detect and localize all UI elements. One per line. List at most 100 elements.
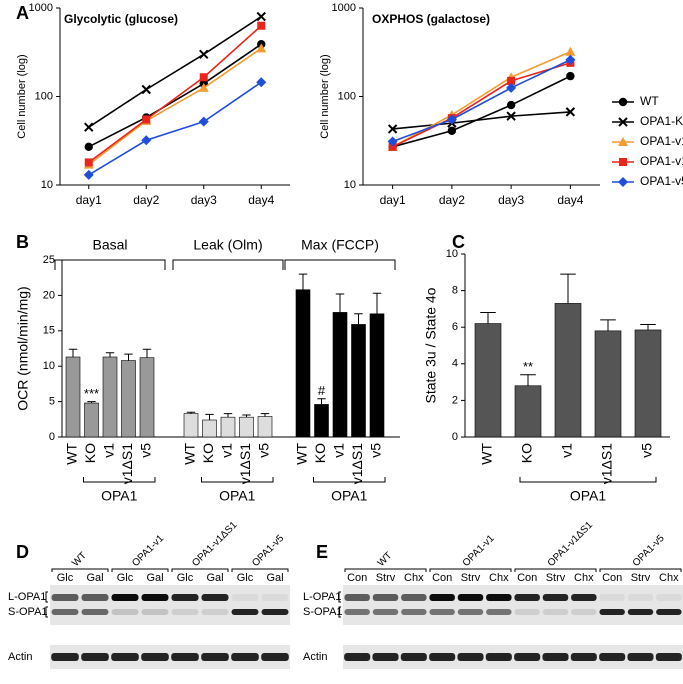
band: [571, 594, 597, 601]
lane-label: Gal: [266, 572, 283, 584]
y-tick-label: 100: [35, 90, 53, 102]
band: [51, 653, 79, 661]
row-bracket: [45, 591, 48, 603]
chart-title: Glycolytic (glucose): [64, 12, 178, 26]
lane-bracket: [51, 568, 109, 572]
bar: [295, 289, 311, 438]
bar: [121, 360, 136, 438]
band: [429, 653, 456, 661]
lane-bracket: [171, 568, 229, 572]
group-label: WT: [70, 550, 89, 569]
y-tick-label: 100: [338, 90, 356, 102]
marker: [84, 158, 93, 167]
group-bracket: [172, 259, 284, 270]
error-bar: [223, 413, 233, 418]
x-tick-label: day4: [557, 193, 583, 207]
band: [457, 594, 484, 601]
band: [599, 609, 625, 615]
error-bar: [142, 348, 152, 358]
lane-label: Glc: [237, 572, 254, 584]
bar: [257, 416, 273, 438]
lane-label: Con: [602, 572, 622, 584]
error-bar: [260, 413, 270, 417]
error-bar: [68, 348, 78, 357]
band: [599, 594, 625, 601]
band: [171, 594, 199, 601]
band: [655, 653, 682, 661]
lane-label: Chx: [659, 572, 679, 584]
band: [400, 653, 427, 661]
x-tick-label: v1: [101, 443, 117, 458]
y-tick-label: 0: [452, 431, 458, 443]
group-bracket: [83, 477, 156, 483]
band: [231, 609, 259, 615]
band: [81, 594, 109, 601]
series-line: [88, 25, 262, 164]
band: [627, 653, 654, 661]
bar: [220, 416, 236, 438]
bar: [474, 323, 502, 438]
y-axis-label: Cell number (log): [319, 54, 331, 138]
lane-label: Con: [432, 572, 452, 584]
marker: [84, 122, 94, 132]
y-tick-label: 8: [452, 285, 458, 297]
x-tick-label: v5: [256, 443, 272, 458]
row-bracket: [338, 591, 341, 603]
legend-label: OPA1-v1: [640, 134, 683, 148]
lane-label: Chx: [489, 572, 509, 584]
x-tick-label: v5: [639, 443, 655, 458]
marker: [256, 77, 267, 88]
band: [344, 653, 371, 661]
marker: [619, 158, 627, 166]
band: [261, 594, 289, 601]
error-bar: [640, 323, 656, 330]
x-tick-label: day2: [439, 193, 465, 207]
annotation: #: [318, 383, 326, 398]
band: [429, 609, 455, 615]
marker: [446, 114, 457, 125]
group-label: Max (FCCP): [301, 237, 379, 253]
marker: [142, 115, 151, 124]
band: [401, 594, 427, 601]
panel-label: E: [316, 542, 328, 562]
band: [570, 653, 597, 661]
x-tick-label: KO: [312, 443, 328, 463]
x-tick-label: v1ΔS1: [119, 443, 135, 484]
band: [171, 609, 199, 615]
lane-label: Chx: [404, 572, 424, 584]
error-bar: [317, 398, 326, 405]
band: [201, 653, 229, 661]
row-label: L-OPA1: [303, 591, 341, 603]
y-tick-label: 20: [43, 289, 55, 301]
marker: [506, 100, 516, 110]
bar: [139, 357, 155, 438]
x-tick-label: day1: [76, 193, 102, 207]
marker: [565, 46, 576, 56]
band: [344, 609, 370, 615]
series-line: [392, 111, 571, 130]
lane-label: Glc: [117, 572, 134, 584]
y-tick-label: 6: [452, 321, 458, 333]
blot: [343, 645, 683, 669]
band: [111, 594, 139, 601]
marker: [84, 142, 93, 152]
error-bar: [87, 401, 96, 404]
marker: [141, 84, 151, 95]
band: [141, 594, 169, 601]
band: [51, 594, 79, 601]
band: [201, 594, 229, 601]
x-tick-label: day2: [133, 193, 159, 207]
lane-bracket: [429, 568, 512, 572]
group-bracket: [54, 259, 166, 270]
bar: [634, 329, 662, 438]
y-tick-label: 10: [344, 179, 356, 191]
group-label: WT: [376, 550, 395, 569]
lane-label: Strv: [546, 572, 566, 584]
series-line: [88, 47, 262, 166]
marker: [199, 73, 208, 82]
lane-bracket: [514, 568, 597, 572]
series-line: [392, 75, 571, 148]
y-tick-label: 0: [49, 431, 55, 443]
x-tick-label: KO: [519, 443, 535, 463]
